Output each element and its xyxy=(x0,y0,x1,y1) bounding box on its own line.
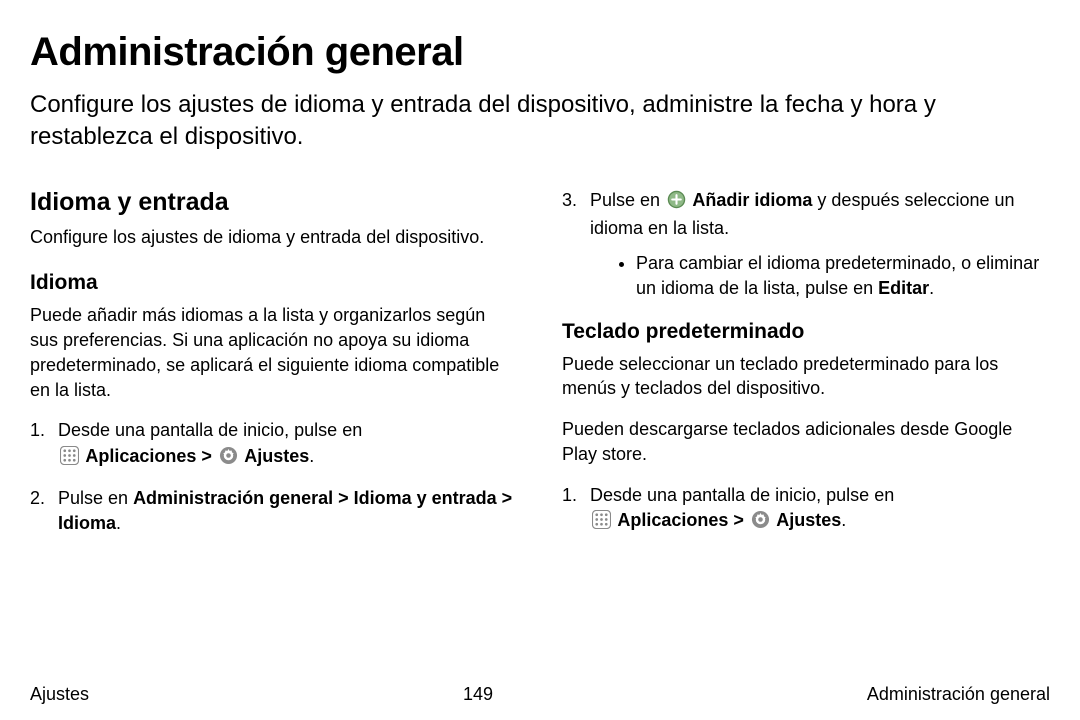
period: . xyxy=(929,278,934,298)
bullet-item: Para cambiar el idioma predeterminado, o… xyxy=(636,251,1050,301)
step-item: Desde una pantalla de inicio, pulse en A… xyxy=(30,418,518,471)
right-column: Pulse en Añadir idioma y después selecci… xyxy=(562,188,1050,550)
page-title: Administración general xyxy=(30,30,1050,75)
section-desc: Configure los ajustes de idioma y entrad… xyxy=(30,225,518,249)
separator: > xyxy=(196,446,217,466)
bullet-text: Para cambiar el idioma predeterminado, o… xyxy=(636,253,1039,298)
step-text: Desde una pantalla de inicio, pulse en xyxy=(58,420,362,440)
gear-icon xyxy=(751,510,770,536)
idioma-steps-cont: Pulse en Añadir idioma y después selecci… xyxy=(562,188,1050,302)
sub-heading-idioma: Idioma xyxy=(30,271,518,295)
step-text: Pulse en xyxy=(590,190,665,210)
idioma-paragraph: Puede añadir más idiomas a la lista y or… xyxy=(30,303,518,402)
step-item: Pulse en Añadir idioma y después selecci… xyxy=(562,188,1050,302)
apps-icon xyxy=(592,510,611,536)
sub-bullets: Para cambiar el idioma predeterminado, o… xyxy=(590,251,1050,301)
period: . xyxy=(116,513,121,533)
idioma-steps: Desde una pantalla de inicio, pulse en A… xyxy=(30,418,518,536)
separator: > xyxy=(728,510,749,530)
teclado-para-1: Puede seleccionar un teclado predetermin… xyxy=(562,352,1050,402)
period: . xyxy=(841,510,846,530)
apps-icon xyxy=(60,446,79,472)
step-text: Pulse en xyxy=(58,488,133,508)
apps-label: Aplicaciones xyxy=(81,446,196,466)
add-icon xyxy=(667,190,686,216)
section-heading-idioma-entrada: Idioma y entrada xyxy=(30,188,518,217)
settings-label: Ajustes xyxy=(240,446,309,466)
bullet-bold: Editar xyxy=(878,278,929,298)
sub-heading-teclado: Teclado predeterminado xyxy=(562,320,1050,344)
period: . xyxy=(309,446,314,466)
page-footer: Ajustes 149 Administración general xyxy=(30,684,1050,705)
content-columns: Idioma y entrada Configure los ajustes d… xyxy=(30,188,1050,550)
intro-text: Configure los ajustes de idioma y entrad… xyxy=(30,89,1050,154)
left-column: Idioma y entrada Configure los ajustes d… xyxy=(30,188,518,550)
teclado-para-2: Pueden descargarse teclados adicionales … xyxy=(562,417,1050,467)
step-item: Desde una pantalla de inicio, pulse en A… xyxy=(562,483,1050,536)
step-item: Pulse en Administración general > Idioma… xyxy=(30,486,518,536)
step-text: Desde una pantalla de inicio, pulse en xyxy=(590,485,894,505)
teclado-steps: Desde una pantalla de inicio, pulse en A… xyxy=(562,483,1050,536)
footer-page-number: 149 xyxy=(463,684,493,705)
apps-label: Aplicaciones xyxy=(613,510,728,530)
footer-right: Administración general xyxy=(867,684,1050,705)
gear-icon xyxy=(219,446,238,472)
add-language-label: Añadir idioma xyxy=(688,190,812,210)
footer-left: Ajustes xyxy=(30,684,89,705)
settings-label: Ajustes xyxy=(772,510,841,530)
